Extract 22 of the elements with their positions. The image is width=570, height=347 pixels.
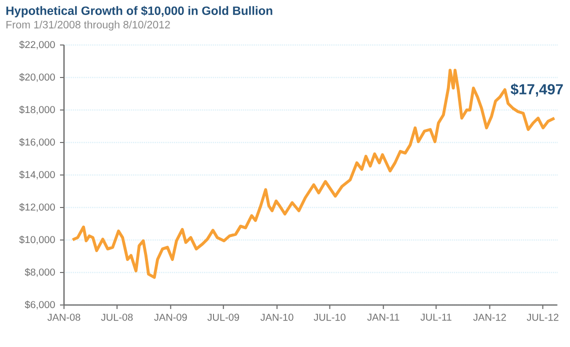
x-tick-label: JAN-11 (367, 314, 400, 321)
y-tick-label: $22,000 (19, 40, 55, 50)
x-tick-label: JUL-10 (314, 314, 346, 321)
y-tick-label: $20,000 (19, 73, 55, 82)
x-tick-label: JUL-11 (420, 314, 452, 321)
chart-title: Hypothetical Growth of $10,000 in Gold Bullion (6, 6, 272, 18)
y-tick-label: $16,000 (19, 138, 55, 147)
y-tick-label: $6,000 (24, 300, 55, 310)
y-tick-label: $12,000 (19, 203, 55, 212)
y-tick-label: $18,000 (19, 106, 55, 114)
x-tick-label: JAN-10 (260, 314, 294, 321)
annotation: $17,497 (510, 83, 563, 97)
y-tick-label: $14,000 (19, 170, 55, 180)
x-tick-label: JUL-09 (207, 314, 240, 321)
x-tick-label: JAN-09 (154, 314, 187, 321)
y-tick-label: $8,000 (24, 268, 55, 277)
chart-subtitle: From 1/31/2008 through 8/10/2012 (6, 20, 170, 31)
y-tick-label: $10,000 (19, 236, 55, 244)
x-tick-label: JAN-08 (47, 314, 80, 321)
x-tick-label: JUL-12 (526, 314, 558, 321)
x-tick-label: JAN-12 (473, 314, 506, 321)
x-tick-label: JUL-08 (101, 314, 133, 321)
